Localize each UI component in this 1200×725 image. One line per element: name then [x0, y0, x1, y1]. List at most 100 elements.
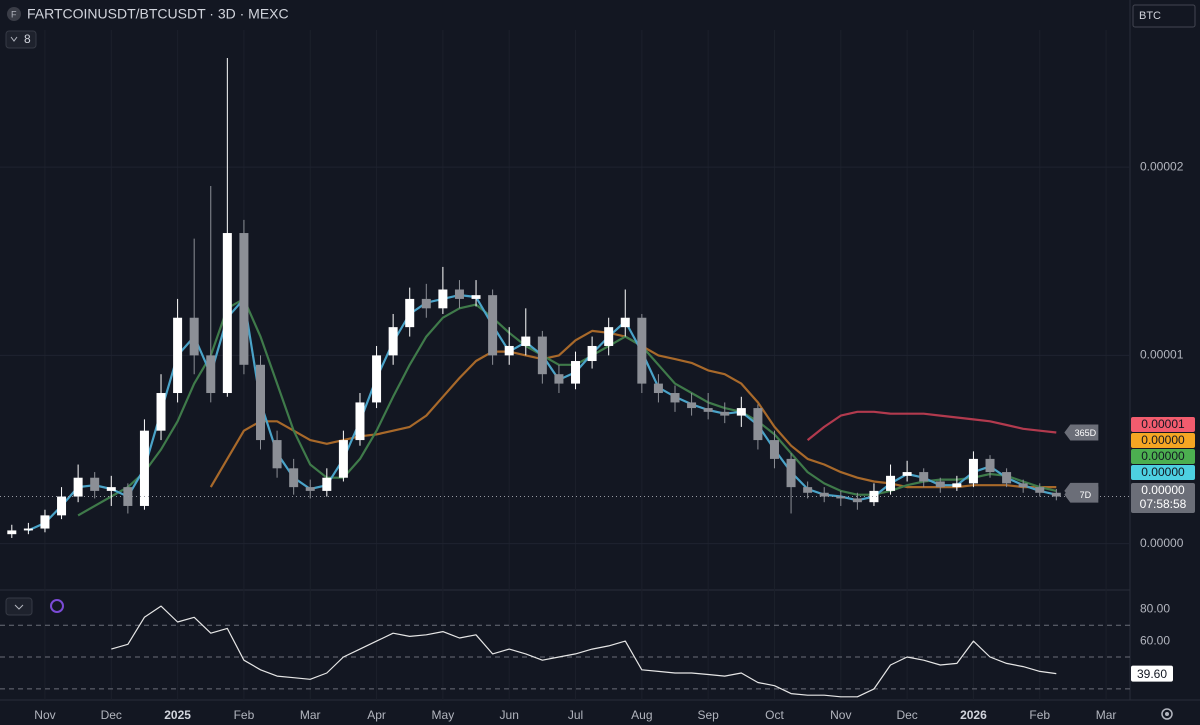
x-tick-label: Mar — [1096, 708, 1117, 722]
candle-body — [554, 374, 564, 384]
x-tick-label: Feb — [234, 708, 255, 722]
last-price-label: 0.00000 — [1141, 483, 1185, 497]
currency-selector[interactable] — [1132, 4, 1196, 28]
candle-body — [769, 440, 779, 459]
indicator-icon[interactable] — [50, 599, 64, 613]
candle-body — [305, 487, 315, 491]
y-tick-label: 0.00000 — [1140, 536, 1184, 550]
candle-body — [189, 317, 199, 356]
candle-body — [587, 345, 597, 362]
y-tick-label: 0.00001 — [1140, 348, 1184, 362]
x-tick-label: 2025 — [164, 708, 191, 722]
series-value-badge — [1131, 417, 1195, 432]
bar-countdown: 07:58:58 — [1140, 497, 1187, 511]
candle-body — [289, 468, 299, 488]
candle-body — [23, 528, 33, 531]
candle-body — [421, 298, 431, 309]
candle-body — [852, 498, 862, 503]
candle-body — [703, 408, 713, 412]
candle-body — [239, 233, 249, 365]
x-tick-label: Feb — [1029, 708, 1050, 722]
candle-body — [90, 477, 100, 491]
x-tick-label: 2026 — [960, 708, 987, 722]
candle-body — [521, 336, 531, 346]
candle-body — [537, 336, 547, 375]
series-tag-label: 7D — [1080, 490, 1092, 500]
x-tick-label: Apr — [367, 708, 386, 722]
candle-body — [935, 481, 945, 488]
candle-body — [819, 492, 829, 497]
series-tag — [1064, 424, 1099, 441]
candle-body — [222, 233, 232, 394]
candle-body — [156, 393, 166, 431]
candle-body — [687, 402, 697, 409]
indicator-count: 8 — [24, 32, 31, 46]
candle-body — [139, 430, 149, 506]
settings-button[interactable] — [1161, 708, 1173, 720]
candle-body — [869, 490, 879, 503]
candle-body — [653, 383, 663, 394]
rsi-value-label: 39.60 — [1137, 667, 1167, 681]
candle-body — [604, 327, 614, 346]
x-tick-label: May — [432, 708, 455, 722]
symbol-icon[interactable] — [7, 7, 21, 21]
candle-body — [173, 317, 183, 394]
candle-body — [1018, 483, 1028, 488]
candle-body — [886, 475, 896, 491]
series-value-badge — [1131, 449, 1195, 464]
candle-body — [836, 496, 846, 499]
candle-body — [1002, 472, 1012, 484]
candle-body — [902, 472, 912, 476]
candle-body — [405, 298, 415, 328]
candle-body — [106, 487, 116, 491]
candle-body — [322, 477, 332, 491]
x-tick-label: Mar — [300, 708, 321, 722]
chart-title: FARTCOINUSDT/BTCUSDT · 3D · MEXC — [27, 6, 289, 22]
x-tick-label: Sep — [697, 708, 719, 722]
rsi-tick-label: 80.00 — [1140, 601, 1170, 615]
candle-body — [670, 393, 680, 403]
candle-body — [488, 295, 498, 356]
rsi-tick-label: 60.00 — [1140, 633, 1170, 647]
candle-body — [919, 472, 929, 482]
last-price-badge — [1131, 483, 1195, 513]
candle-body — [206, 355, 216, 394]
candle-body — [388, 327, 398, 356]
series-value-badge — [1131, 465, 1195, 480]
currency-label: BTC — [1139, 10, 1161, 22]
series-tag-label: 365D — [1075, 428, 1097, 438]
candle-body — [985, 458, 995, 473]
settings-button-center — [1165, 712, 1169, 716]
candle-body — [786, 458, 796, 488]
x-tick-label: Nov — [830, 708, 851, 722]
candle-body — [1051, 492, 1061, 497]
candle-body — [471, 295, 481, 299]
x-tick-label: Oct — [765, 708, 784, 722]
candle-body — [620, 317, 630, 328]
x-tick-label: Dec — [896, 708, 917, 722]
candle-body — [504, 345, 514, 356]
series-tag — [1064, 486, 1099, 503]
candle-body — [803, 487, 813, 493]
x-tick-label: Jul — [568, 708, 583, 722]
candle-body — [637, 317, 647, 384]
candle-body — [438, 289, 448, 309]
candle-body — [123, 487, 133, 506]
candle-body — [968, 458, 978, 484]
x-tick-label: Aug — [631, 708, 652, 722]
candle-body — [73, 477, 83, 497]
pane-collapse-chevron — [14, 604, 24, 610]
candle-body — [372, 355, 382, 403]
series-value-badge-label: 0.00000 — [1141, 465, 1185, 479]
x-tick-label: Jun — [500, 708, 519, 722]
indicator-toggle[interactable] — [5, 30, 37, 49]
x-tick-label: Nov — [34, 708, 55, 722]
series-value-badge-label: 0.00000 — [1141, 433, 1185, 447]
x-tick-label: Dec — [101, 708, 122, 722]
pane-collapse-button[interactable] — [5, 597, 33, 616]
candle-body — [338, 440, 348, 478]
candle-body — [952, 483, 962, 488]
series-value-badge-label: 0.00001 — [1141, 417, 1185, 431]
rsi-value-badge — [1131, 665, 1173, 682]
